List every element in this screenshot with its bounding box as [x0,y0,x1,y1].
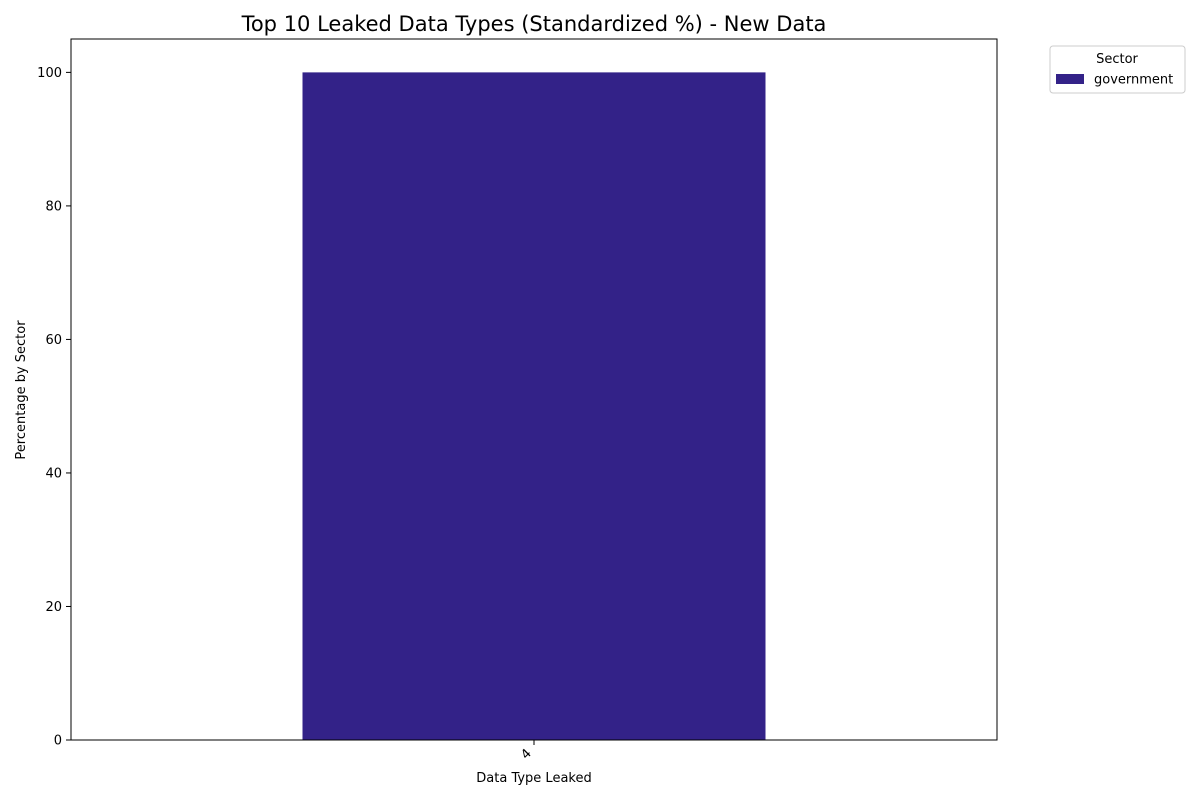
legend: Sector government [1049,45,1186,94]
y-tick-label: 80 [45,199,62,214]
bar-government-4 [302,72,766,740]
plot-area: 0 20 40 60 80 100 4 [37,38,998,763]
y-axis-label: Percentage by Sector [14,320,29,460]
legend-title: Sector [1096,52,1138,67]
y-tick-label: 20 [45,600,62,615]
y-tick-label: 100 [37,66,62,81]
x-tick-label: 4 [518,746,534,762]
x-axis-label: Data Type Leaked [476,771,591,786]
legend-swatch-government [1056,74,1084,84]
chart-title: Top 10 Leaked Data Types (Standardized %… [241,12,827,36]
legend-items: government [1056,73,1173,88]
legend-label-government: government [1094,73,1173,88]
y-tick-label: 40 [45,466,62,481]
y-tick-label: 0 [54,734,62,749]
y-tick-label: 60 [45,333,62,348]
